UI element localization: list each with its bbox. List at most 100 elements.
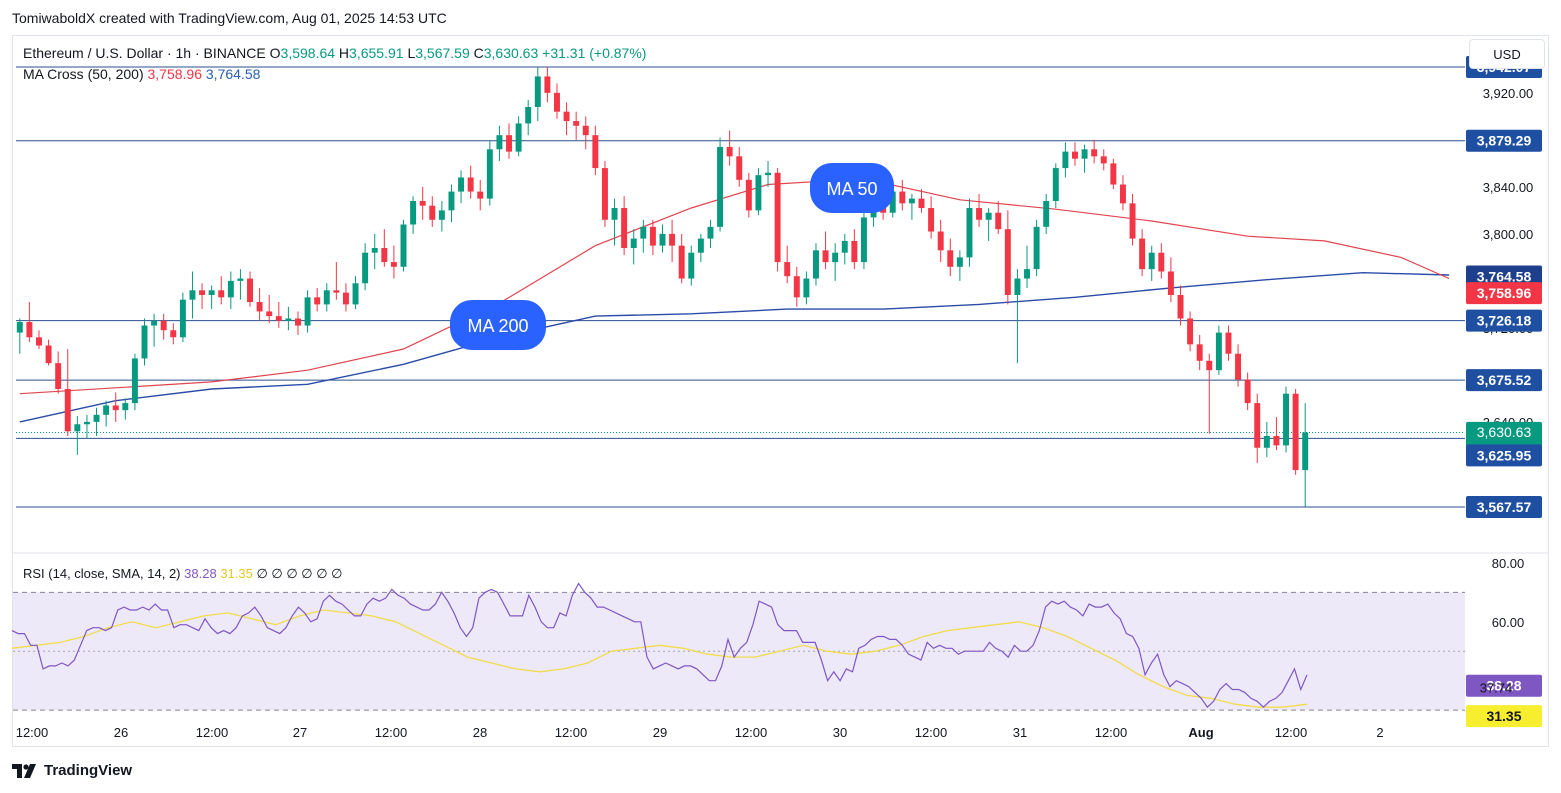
candle[interactable] [74,416,81,455]
candle[interactable] [1119,175,1126,211]
ma200-line[interactable] [19,271,1450,423]
ma50-callout[interactable]: MA 50 [810,163,894,213]
candle[interactable] [112,392,119,422]
candle[interactable] [448,184,455,223]
candle[interactable] [256,287,263,321]
candle[interactable] [323,283,330,312]
candle[interactable] [410,196,417,234]
candle[interactable] [141,318,148,366]
candle[interactable] [1004,210,1011,305]
candle[interactable] [707,219,714,248]
candle[interactable] [774,168,781,272]
candle[interactable] [813,243,819,286]
candle[interactable] [1263,421,1270,458]
currency-button[interactable]: USD [1469,39,1545,69]
candle[interactable] [736,146,743,187]
candle[interactable] [381,229,388,267]
candle[interactable] [419,186,426,220]
candle[interactable] [611,198,618,246]
candle[interactable] [1206,353,1213,434]
candle[interactable] [304,290,311,333]
candle[interactable] [1100,149,1107,171]
candle[interactable] [851,229,858,270]
price-label-hline-5[interactable]: 3,625.95 [1466,444,1542,467]
candle[interactable] [1177,285,1184,326]
candle[interactable] [822,231,829,270]
candle[interactable] [1062,142,1069,178]
candle[interactable] [1081,144,1088,173]
candle[interactable] [93,407,100,436]
candle[interactable] [554,83,560,119]
candle[interactable] [1254,393,1261,464]
rsi-label-value[interactable]: 38.28 [1466,674,1542,697]
candle[interactable] [83,414,90,439]
candle[interactable] [793,266,800,307]
candle[interactable] [832,243,839,281]
candle[interactable] [438,200,445,232]
candle[interactable] [496,125,503,162]
candle[interactable] [937,219,944,263]
candle[interactable] [151,313,158,347]
symbol-name[interactable]: Ethereum / U.S. Dollar · 1h · BINANCE [23,45,266,61]
candle[interactable] [1129,193,1136,246]
candle[interactable] [918,189,925,213]
candle[interactable] [659,224,666,253]
candle[interactable] [1225,325,1232,361]
candle[interactable] [189,271,196,319]
candle[interactable] [362,243,369,291]
candle[interactable] [506,123,512,159]
candle[interactable] [122,398,129,420]
rsi-legend[interactable]: RSI (14, close, SMA, 14, 2) 38.28 31.35 … [23,566,343,582]
price-label-hline-2[interactable]: 3,879.29 [1466,129,1542,152]
candle[interactable] [1024,245,1030,288]
candle[interactable] [160,313,167,340]
candle[interactable] [1196,334,1203,371]
ma50-line[interactable] [19,178,1450,395]
candle[interactable] [649,219,656,256]
ma-legend[interactable]: MA Cross (50, 200) 3,758.96 3,764.58 [23,66,260,82]
candle[interactable] [1235,344,1242,387]
candle[interactable] [841,233,848,265]
candle[interactable] [726,130,733,166]
candle[interactable] [170,323,177,345]
candle[interactable] [477,179,484,211]
tradingview-logo[interactable]: TradingView [12,762,132,779]
candle[interactable] [899,179,906,211]
candle[interactable] [131,353,138,411]
candle[interactable] [678,233,685,284]
rsi-line[interactable] [11,582,1308,709]
candle[interactable] [266,294,273,324]
candle[interactable] [1283,386,1289,453]
candle[interactable] [26,302,33,342]
candle[interactable] [995,200,1002,234]
candle[interactable] [717,137,724,232]
rsi-sma-line[interactable] [11,609,1308,708]
candle[interactable] [1014,269,1021,364]
candle[interactable] [1167,257,1174,303]
candle[interactable] [199,283,206,310]
candle[interactable] [1215,325,1222,375]
candle[interactable] [227,271,234,310]
candle[interactable] [1033,219,1040,277]
ma200-callout[interactable]: MA 200 [450,300,546,350]
candle[interactable] [400,219,407,272]
candle[interactable] [1273,417,1280,451]
candle[interactable] [16,318,23,354]
candle[interactable] [765,161,771,187]
price-label-ma200[interactable]: 3,764.58 [1466,265,1542,288]
candle[interactable] [928,196,935,239]
candle[interactable] [314,287,321,312]
candle[interactable] [860,208,867,270]
candle[interactable] [218,276,225,305]
candle[interactable] [592,125,599,176]
candle[interactable] [64,349,71,436]
candle[interactable] [1292,388,1299,475]
candle[interactable] [352,276,359,310]
candle[interactable] [1187,311,1194,352]
candle[interactable] [803,271,810,305]
candle[interactable] [247,271,253,307]
candle[interactable] [333,262,340,300]
candle[interactable] [621,196,628,256]
candle[interactable] [1244,372,1251,411]
